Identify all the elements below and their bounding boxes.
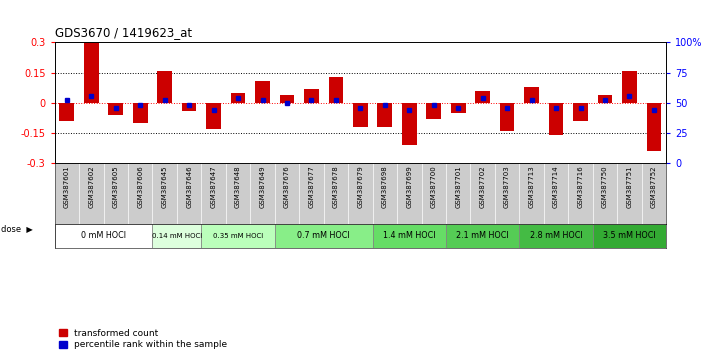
Text: GSM387698: GSM387698: [381, 166, 388, 209]
Bar: [274, 224, 373, 248]
Text: 0.14 mM HOCl: 0.14 mM HOCl: [151, 233, 202, 239]
Text: GSM387751: GSM387751: [626, 166, 633, 208]
Text: 0 mM HOCl: 0 mM HOCl: [81, 231, 126, 240]
Bar: [427, 103, 441, 119]
Bar: [206, 103, 221, 129]
Bar: [182, 103, 197, 111]
Text: GSM387602: GSM387602: [88, 166, 95, 208]
Bar: [60, 103, 74, 121]
Text: GSM387700: GSM387700: [431, 166, 437, 209]
Text: GSM387647: GSM387647: [210, 166, 217, 208]
Bar: [256, 81, 270, 103]
Text: GSM387699: GSM387699: [406, 166, 412, 209]
Text: GSM387605: GSM387605: [113, 166, 119, 208]
Bar: [475, 91, 490, 103]
Bar: [157, 71, 172, 103]
Text: GSM387677: GSM387677: [309, 166, 314, 209]
Bar: [646, 103, 661, 151]
Text: 2.1 mM HOCl: 2.1 mM HOCl: [456, 231, 509, 240]
Text: GSM387645: GSM387645: [162, 166, 167, 208]
Text: GSM387649: GSM387649: [259, 166, 266, 208]
Legend: transformed count, percentile rank within the sample: transformed count, percentile rank withi…: [59, 329, 228, 349]
Text: GSM387713: GSM387713: [529, 166, 534, 209]
Text: GSM387646: GSM387646: [186, 166, 192, 208]
Bar: [84, 42, 98, 103]
Text: dose  ▶: dose ▶: [1, 224, 33, 233]
Bar: [378, 103, 392, 127]
Text: GSM387701: GSM387701: [455, 166, 462, 209]
Text: GSM387678: GSM387678: [333, 166, 339, 209]
Bar: [202, 224, 274, 248]
Text: GSM387702: GSM387702: [480, 166, 486, 208]
Bar: [328, 77, 343, 103]
Bar: [373, 224, 446, 248]
Bar: [593, 224, 666, 248]
Bar: [573, 103, 587, 121]
Bar: [133, 103, 148, 123]
Text: 2.8 mM HOCl: 2.8 mM HOCl: [530, 231, 582, 240]
Bar: [500, 103, 515, 131]
Bar: [549, 103, 563, 135]
Text: GSM387752: GSM387752: [651, 166, 657, 208]
Bar: [519, 224, 593, 248]
Bar: [524, 87, 539, 103]
Text: 1.4 mM HOCl: 1.4 mM HOCl: [383, 231, 435, 240]
Bar: [304, 89, 319, 103]
Bar: [280, 95, 294, 103]
Text: 0.7 mM HOCl: 0.7 mM HOCl: [297, 231, 350, 240]
Bar: [451, 103, 465, 113]
Bar: [108, 103, 123, 115]
Text: 0.35 mM HOCl: 0.35 mM HOCl: [213, 233, 264, 239]
Bar: [446, 224, 519, 248]
Text: GDS3670 / 1419623_at: GDS3670 / 1419623_at: [55, 26, 191, 39]
Text: GSM387703: GSM387703: [504, 166, 510, 209]
Text: GSM387679: GSM387679: [357, 166, 363, 209]
Bar: [353, 103, 368, 127]
Text: GSM387648: GSM387648: [235, 166, 241, 208]
Bar: [622, 71, 637, 103]
Bar: [231, 93, 245, 103]
Text: GSM387606: GSM387606: [137, 166, 143, 209]
Bar: [55, 224, 152, 248]
Text: 3.5 mM HOCl: 3.5 mM HOCl: [603, 231, 656, 240]
Text: GSM387750: GSM387750: [602, 166, 608, 208]
Bar: [402, 103, 416, 145]
Text: GSM387601: GSM387601: [64, 166, 70, 209]
Text: GSM387714: GSM387714: [553, 166, 559, 208]
Bar: [152, 224, 202, 248]
Bar: [598, 95, 612, 103]
Text: GSM387676: GSM387676: [284, 166, 290, 209]
Text: GSM387716: GSM387716: [577, 166, 584, 209]
